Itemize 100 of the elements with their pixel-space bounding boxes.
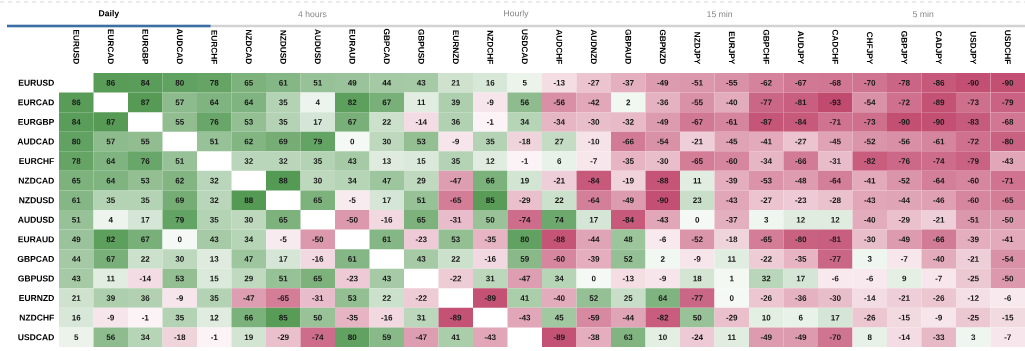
data-label: 3 (971, 334, 976, 341)
data-label: 31 (416, 314, 426, 321)
data-label: 76 (141, 158, 150, 164)
data-label: -86 (933, 79, 945, 86)
data-label: 84 (72, 119, 81, 125)
y-tick-label: AUDCAD (17, 138, 54, 145)
data-label: -41 (1002, 236, 1014, 243)
data-label: 59 (382, 334, 391, 341)
x-tick-label: USDCHF (1004, 30, 1011, 64)
data-label: -43 (726, 197, 738, 204)
data-label: 29 (244, 275, 253, 282)
data-label: -9 (107, 314, 115, 321)
text: Hourly (504, 9, 529, 19)
data-label: -18 (174, 334, 186, 341)
data-label: 12 (796, 217, 805, 223)
data-label: 64 (658, 295, 668, 301)
data-label: 35 (106, 197, 115, 204)
data-label: 53 (175, 275, 184, 282)
data-label: -52 (691, 236, 703, 243)
data-label: -73 (967, 99, 979, 106)
data-label: 21 (451, 80, 460, 86)
y-tick-label: NZDCAD (18, 177, 54, 184)
data-label: -22 (415, 295, 427, 301)
data-label: 35 (485, 138, 495, 145)
y-tick-label: EURAUD (18, 236, 54, 243)
data-label: 80 (175, 79, 184, 86)
data-label: -65 (691, 158, 703, 164)
data-label: -50 (1002, 216, 1014, 223)
data-label: -65 (1002, 197, 1014, 204)
data-label: -39 (726, 177, 738, 184)
data-label: 50 (486, 216, 495, 223)
x-tick-label: EURAUD (349, 29, 356, 64)
data-label: 0 (177, 236, 182, 243)
data-label: 56 (106, 334, 115, 341)
x-tick-label: EURJPY (728, 31, 735, 65)
data-label: 2 (660, 256, 665, 262)
data-label: -43 (864, 197, 876, 204)
data-label: -49 (657, 79, 669, 86)
data-label: -82 (657, 314, 669, 321)
y-tick-label: EURCHF (19, 158, 54, 165)
data-label: 80 (520, 236, 529, 243)
data-label: -37 (726, 216, 738, 223)
data-label: -84 (622, 216, 634, 223)
data-label: 65 (417, 216, 426, 223)
data-label: -50 (346, 216, 358, 223)
data-label: -76 (898, 158, 910, 164)
data-label: -88 (553, 236, 565, 243)
data-label: -39 (967, 236, 979, 243)
data-label: -43 (1002, 158, 1014, 164)
data-label: 0 (695, 216, 700, 223)
data-label: -65 (277, 295, 289, 301)
data-label: 57 (175, 99, 184, 106)
data-label: 39 (106, 295, 115, 301)
data-label: -72 (967, 138, 979, 145)
text: Daily (99, 9, 120, 19)
data-label: 43 (382, 275, 391, 282)
data-label: 31 (485, 275, 495, 282)
x-tick-label: AUDNZD (590, 29, 597, 64)
data-label: 35 (140, 197, 150, 204)
text: 4 hours (298, 10, 327, 18)
data-label: -84 (795, 119, 807, 125)
data-label: -29 (726, 314, 738, 321)
data-label: -71 (829, 119, 841, 125)
data-label: -77 (760, 99, 772, 106)
data-label: 11 (417, 99, 426, 106)
data-label: -23 (795, 197, 807, 204)
data-label: 35 (175, 314, 184, 321)
data-label: 11 (728, 256, 736, 262)
data-label: -31 (450, 216, 462, 223)
x-tick-label: CADJPY (935, 31, 942, 65)
data-label: -6 (1004, 295, 1012, 301)
data-label: 35 (209, 295, 219, 301)
data-label: -40 (553, 295, 565, 301)
data-label: -27 (588, 80, 600, 86)
data-label: 36 (140, 295, 150, 301)
data-label: 86 (106, 79, 115, 86)
data-label: -89 (450, 314, 462, 321)
data-label: -43 (657, 216, 669, 223)
data-label: 55 (141, 138, 150, 145)
data-label: 32 (209, 197, 219, 204)
data-label: -53 (760, 177, 772, 184)
y-tick-label: EURUSD (18, 79, 54, 86)
data-label: 34 (140, 334, 150, 341)
data-label: -6 (832, 275, 839, 282)
data-label: -89 (484, 295, 496, 301)
data-label: -51 (967, 217, 979, 223)
data-label: 41 (451, 334, 460, 340)
data-label: 0 (350, 138, 355, 145)
data-label: 15 (210, 275, 219, 282)
data-label: 35 (451, 158, 460, 164)
y-tick-label: EURNZD (19, 295, 54, 302)
data-label: -9 (935, 314, 943, 321)
data-label: -34 (553, 119, 565, 125)
data-label: -49 (898, 236, 910, 243)
data-label: -9 (176, 295, 184, 301)
data-label: -81 (829, 236, 841, 243)
data-label: 17 (589, 217, 598, 223)
data-label: 22 (382, 119, 391, 125)
data-label: -6 (659, 236, 667, 243)
data-label: 36 (451, 119, 460, 125)
